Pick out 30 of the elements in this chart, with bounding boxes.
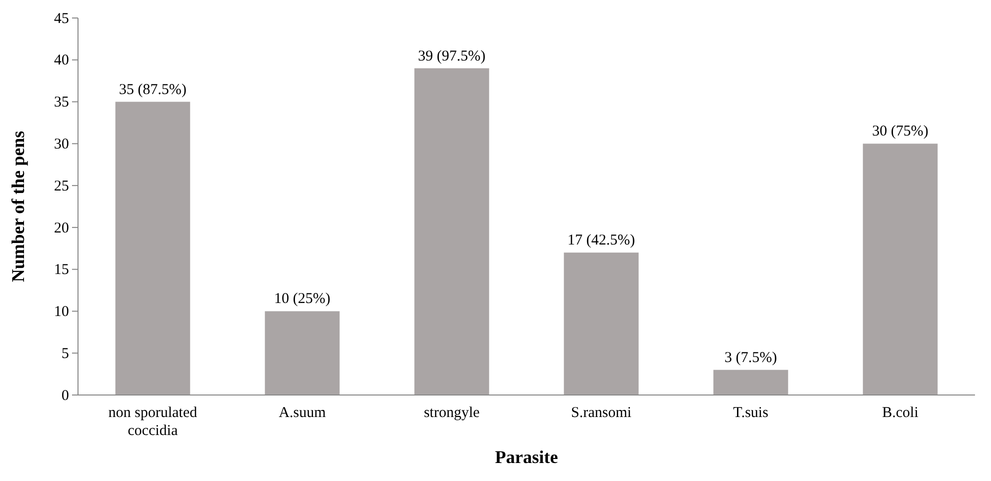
data-label: 10 (25%) bbox=[274, 291, 330, 308]
x-tick-label: A.suum bbox=[278, 405, 326, 421]
bar bbox=[115, 102, 190, 395]
x-tick-label: S.ransomi bbox=[571, 405, 632, 421]
data-label: 39 (97.5%) bbox=[418, 48, 486, 64]
x-axis-title: Parasite bbox=[495, 447, 558, 467]
y-tick-label: 5 bbox=[62, 346, 69, 362]
bar bbox=[862, 144, 938, 395]
y-tick-label: 45 bbox=[54, 10, 69, 27]
y-tick-label: 0 bbox=[62, 388, 69, 404]
x-tick-label: B.coli bbox=[882, 405, 918, 421]
data-label: 17 (42.5%) bbox=[568, 232, 635, 249]
x-tick-label: non sporulated coccidia bbox=[108, 405, 198, 439]
data-label: 30 (75%) bbox=[872, 124, 928, 140]
x-tick-label: T.suis bbox=[733, 405, 768, 421]
y-tick-label: 20 bbox=[54, 220, 69, 236]
y-tick-label: 25 bbox=[54, 178, 69, 194]
bar bbox=[713, 370, 788, 395]
y-tick-label: 35 bbox=[54, 94, 69, 111]
bar bbox=[414, 68, 490, 395]
data-label: 35 (87.5%) bbox=[119, 82, 186, 98]
y-tick-label: 10 bbox=[54, 304, 69, 320]
data-label: 3 (7.5%) bbox=[724, 350, 777, 366]
bar bbox=[564, 252, 639, 395]
y-tick-label: 15 bbox=[54, 262, 69, 278]
y-tick-label: 30 bbox=[54, 136, 69, 152]
y-axis-title: Number of the pens bbox=[8, 130, 28, 282]
y-tick-label: 40 bbox=[54, 52, 69, 69]
x-tick-label: strongyle bbox=[424, 405, 480, 421]
bar bbox=[264, 311, 340, 395]
